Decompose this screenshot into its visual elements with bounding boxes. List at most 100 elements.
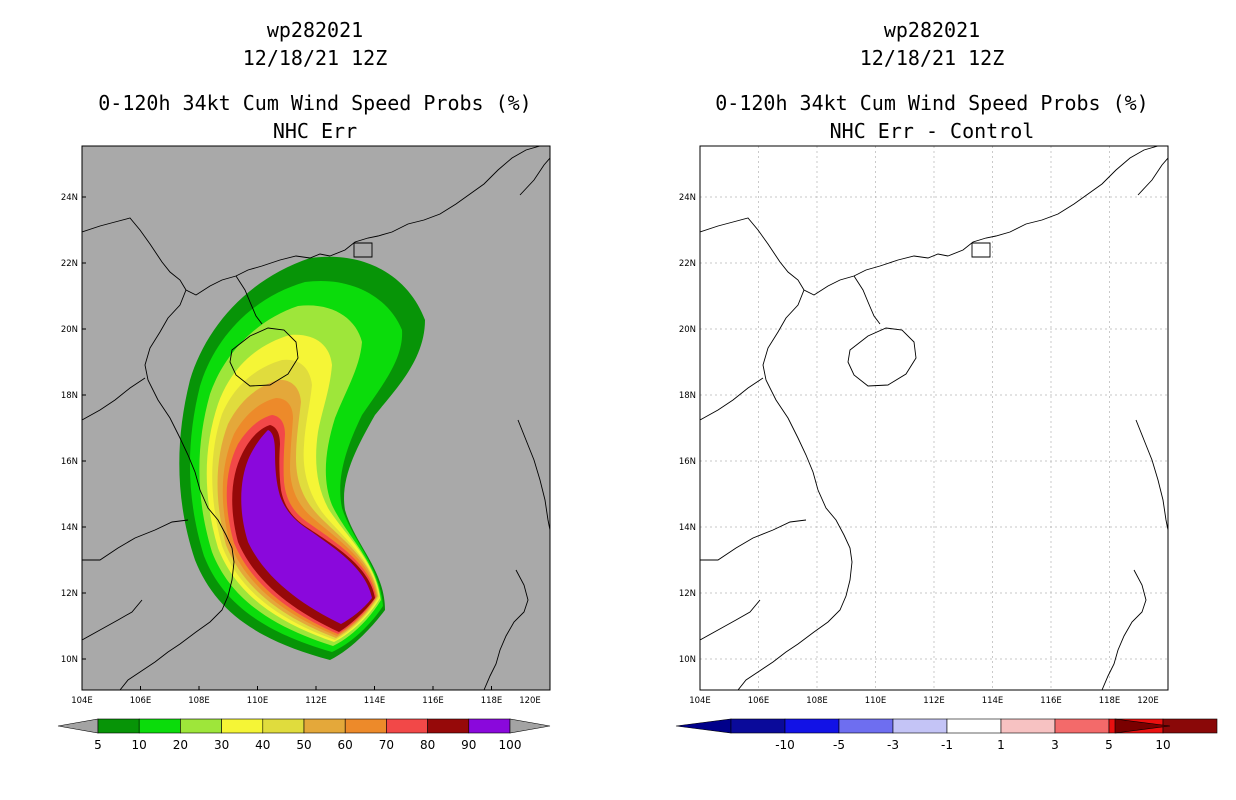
colorbar-left-arrow [675,718,732,734]
right-date: 12/18/21 12Z [859,46,1005,70]
lon-label: 104E [689,696,711,706]
left-axis-ticks [81,196,492,690]
colorbar-box [1054,718,1110,734]
colorbar-box [221,718,264,734]
lat-label: 24N [679,193,696,203]
left-colorbar: 5 10 20 30 40 50 60 70 80 90 100 [57,718,551,752]
lon-label: 114E [982,696,1004,706]
colorbar-label: 5 [94,738,102,752]
colorbar-right-arrow [509,718,551,734]
colorbar-boxes [730,718,1218,734]
left-coastlines [82,146,550,690]
colorbar-boxes [97,718,511,734]
lon-label: 108E [188,696,210,706]
right-gridlines [700,146,1168,690]
lat-label: 20N [61,325,78,335]
lat-label: 12N [61,589,78,599]
right-coastlines [700,146,1168,690]
colorbar-box [468,718,511,734]
right-storm-id: wp282021 [883,18,981,42]
left-lon-labels: 104E 106E 108E 110E 112E 114E 116E 118E … [71,696,541,706]
colorbar-box [730,718,786,734]
probability-swath [179,256,425,660]
colorbar-box [97,718,140,734]
colorbar-label: 5 [1105,738,1113,752]
right-lat-labels: 24N 22N 20N 18N 16N 14N 12N 10N [679,193,696,665]
lat-label: 22N [679,259,696,269]
lon-label: 106E [748,696,770,706]
colorbar-box [262,718,305,734]
colorbar-label: 40 [255,738,270,752]
colorbar-box [1162,718,1218,734]
left-date: 12/18/21 12Z [242,46,388,70]
lon-label: 110E [865,696,887,706]
lon-label: 120E [1137,696,1159,706]
lon-label: 108E [806,696,828,706]
right-map-panel: 24N 22N 20N 18N 16N 14N 12N 10N 104E 106… [675,145,1218,752]
colorbar-label: 10 [132,738,147,752]
lat-label: 24N [61,193,78,203]
lat-label: 16N [61,457,78,467]
lon-label: 104E [71,696,93,706]
left-storm-id: wp282021 [266,18,364,42]
colorbar-label: 3 [1051,738,1059,752]
lat-label: 14N [679,523,696,533]
colorbar-box [892,718,948,734]
contour-90 [241,430,372,624]
lat-label: 10N [61,655,78,665]
colorbar-label: -10 [775,738,795,752]
colorbar-label: 80 [420,738,435,752]
left-map-panel: 24N 22N 20N 18N 16N 14N 12N 10N 104E 106… [57,145,551,752]
lon-label: 114E [364,696,386,706]
lat-label: 18N [679,391,696,401]
colorbar-label: 60 [338,738,353,752]
right-lon-labels: 104E 106E 108E 110E 112E 114E 116E 118E … [689,696,1159,706]
colorbar-box [784,718,840,734]
lon-label: 110E [247,696,269,706]
lon-label: 112E [305,696,327,706]
lat-label: 22N [61,259,78,269]
right-map-frame [699,145,1169,691]
left-lat-labels: 24N 22N 20N 18N 16N 14N 12N 10N [61,193,78,665]
colorbar-left-arrow [57,718,99,734]
colorbar-box [303,718,346,734]
lat-label: 10N [679,655,696,665]
lat-label: 12N [679,589,696,599]
colorbar-label: 30 [214,738,229,752]
lon-label: 116E [422,696,444,706]
right-subtitle: NHC Err - Control [829,119,1035,143]
colorbar-label: 90 [461,738,476,752]
lat-label: 20N [679,325,696,335]
colorbar-label: 1 [997,738,1005,752]
colorbar-label: 70 [379,738,394,752]
colorbar-box [946,718,1002,734]
lon-label: 118E [481,696,503,706]
colorbar-box [138,718,181,734]
lat-label: 18N [61,391,78,401]
colorbar-box [386,718,428,734]
lon-label: 118E [1099,696,1121,706]
left-product-title: 0-120h 34kt Cum Wind Speed Probs (%) [98,91,532,115]
colorbar-box [838,718,894,734]
lon-label: 112E [923,696,945,706]
colorbar-label: -5 [833,738,845,752]
lat-label: 16N [679,457,696,467]
left-subtitle: NHC Err [272,119,358,143]
colorbar-label: 100 [499,738,522,752]
lon-label: 120E [519,696,541,706]
lat-label: 14N [61,523,78,533]
lon-label: 106E [130,696,152,706]
colorbar-label: 50 [296,738,311,752]
right-product-title: 0-120h 34kt Cum Wind Speed Probs (%) [715,91,1149,115]
colorbar-label: 10 [1155,738,1170,752]
colorbar-label: -1 [941,738,953,752]
colorbar-box [427,718,470,734]
colorbar-label: 20 [173,738,188,752]
colorbar-box [180,718,222,734]
colorbar-right-arrow [1114,718,1171,734]
colorbar-box [1000,718,1056,734]
colorbar-box [344,718,387,734]
right-colorbar: -10 -5 -3 -1 1 3 5 10 [675,718,1218,752]
colorbar-label: -3 [887,738,899,752]
lon-label: 116E [1040,696,1062,706]
